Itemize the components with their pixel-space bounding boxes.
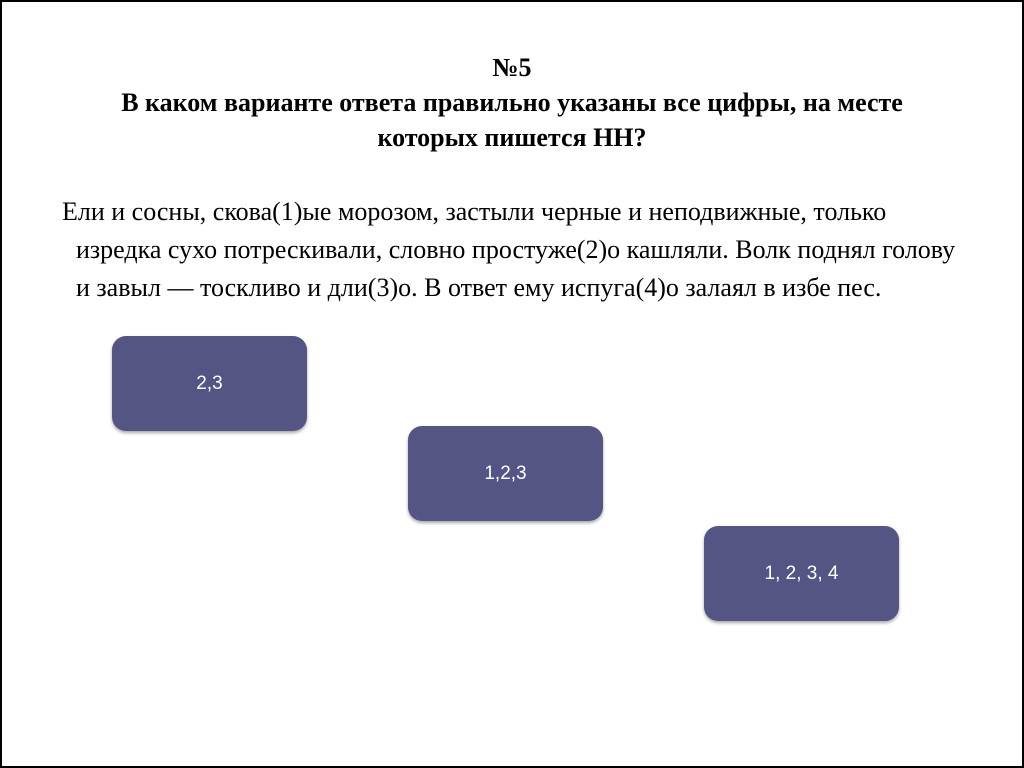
slide-container: №5 В каком варианте ответа правильно ука…	[0, 0, 1024, 768]
question-line-2: которых пишется НН?	[377, 123, 646, 152]
answer-option-b-label: 1,2,3	[484, 463, 526, 485]
answer-option-b[interactable]: 1,2,3	[408, 426, 603, 521]
answer-option-c-label: 1, 2, 3, 4	[765, 563, 839, 585]
answer-option-a-label: 2,3	[196, 373, 222, 395]
question-heading: №5 В каком варианте ответа правильно ука…	[62, 50, 962, 155]
question-body: Ели и сосны, скова(1)ые морозом, застыли…	[62, 193, 962, 306]
question-line-1: В каком варианте ответа правильно указан…	[121, 88, 903, 117]
answer-option-a[interactable]: 2,3	[112, 336, 307, 431]
answer-options: 2,3 1,2,3 1, 2, 3, 4	[62, 336, 962, 636]
answer-option-c[interactable]: 1, 2, 3, 4	[704, 526, 899, 621]
question-number: №5	[492, 53, 531, 82]
